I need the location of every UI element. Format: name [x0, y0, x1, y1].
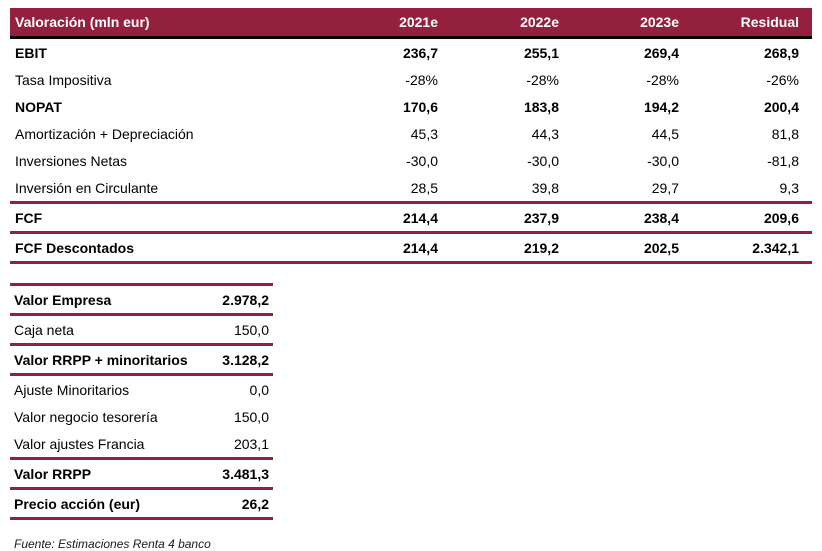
cell-value: 2.342,1 — [692, 231, 812, 264]
cell-value: 9,3 — [779, 179, 799, 196]
cell-value: 183,8 — [523, 98, 559, 115]
row-tasa-impositiva: Tasa Impositiva -28% -28% -28% -26% — [10, 66, 812, 93]
row-label: Ajuste Minoritarios — [14, 381, 130, 398]
cell-value: 200,4 — [763, 98, 799, 115]
row-valor-rrpp: Valor RRPP 3.481,3 — [10, 458, 273, 490]
cell-value: 44,5 — [651, 125, 679, 142]
row-inversion-en-circulante: Inversión en Circulante 28,5 39,8 29,7 9… — [10, 174, 812, 203]
cell-value: 29,7 — [651, 179, 679, 196]
cell-value: -30,0 — [406, 152, 438, 169]
row-fcf-descontados: FCF Descontados 214,4 219,2 202,5 2.342,… — [10, 231, 812, 264]
row-label: FCF Descontados — [10, 231, 330, 264]
dcf-header-col-2021e: 2021e — [330, 8, 451, 39]
cell-value: -28% — [405, 71, 438, 88]
cell-value: 150,0 — [233, 408, 269, 425]
cell-value: 170,6 — [402, 98, 438, 115]
row-valor-empresa: Valor Empresa 2.978,2 — [10, 284, 273, 316]
cell-value: 209,6 — [692, 201, 812, 233]
cell-value: 150,0 — [190, 314, 273, 346]
row-ebit: EBIT 236,7 255,1 269,4 268,9 — [10, 38, 812, 67]
row-valor-negocio-tesoreria: Valor negocio tesorería 150,0 — [10, 403, 273, 430]
row-label: Amortización + Depreciación — [15, 125, 194, 142]
cell-value: -30,0 — [527, 152, 559, 169]
dcf-table: Valoración (mln eur) 2021e 2022e 2023e R… — [10, 8, 812, 264]
cell-value: 238,4 — [572, 201, 692, 233]
cell-value: 237,9 — [451, 201, 572, 233]
cell-value: 203,1 — [190, 430, 273, 460]
row-label: FCF — [10, 201, 330, 233]
cell-value: 236,7 — [402, 44, 438, 61]
row-nopat: NOPAT 170,6 183,8 194,2 200,4 — [10, 93, 812, 120]
dcf-header-col-2022e: 2022e — [451, 8, 572, 39]
row-label: EBIT — [15, 44, 47, 61]
cell-value: 255,1 — [523, 44, 559, 61]
row-label: Valor negocio tesorería — [14, 408, 158, 425]
cell-value: -81,8 — [767, 152, 799, 169]
valuation-table: Valor Empresa 2.978,2 Caja neta 150,0 Va… — [10, 283, 273, 520]
cell-value: -28% — [526, 71, 559, 88]
row-label: Valor RRPP + minoritarios — [10, 344, 190, 376]
cell-value: 2.978,2 — [190, 284, 273, 316]
cell-value: 269,4 — [643, 44, 679, 61]
cell-value: 39,8 — [531, 179, 559, 196]
row-label: Valor RRPP — [10, 458, 190, 490]
dcf-header-row: Valoración (mln eur) 2021e 2022e 2023e R… — [10, 8, 812, 39]
cell-value: 45,3 — [410, 125, 438, 142]
cell-value: 3.481,3 — [190, 458, 273, 490]
cell-value: 214,4 — [330, 201, 451, 233]
cell-value: 194,2 — [643, 98, 679, 115]
source-footnote: Fuente: Estimaciones Renta 4 banco — [14, 537, 211, 551]
cell-value: 268,9 — [763, 44, 799, 61]
cell-value: -30,0 — [647, 152, 679, 169]
cell-value: 81,8 — [771, 125, 799, 142]
cell-value: -28% — [646, 71, 679, 88]
row-valor-rrpp-minoritarios: Valor RRPP + minoritarios 3.128,2 — [10, 344, 273, 376]
row-fcf: FCF 214,4 237,9 238,4 209,6 — [10, 201, 812, 233]
cell-value: 26,2 — [190, 488, 273, 520]
row-amortizacion-depreciacion: Amortización + Depreciación 45,3 44,3 44… — [10, 120, 812, 147]
dcf-header-col-residual: Residual — [692, 8, 812, 39]
cell-value: 44,3 — [531, 125, 559, 142]
row-caja-neta: Caja neta 150,0 — [10, 314, 273, 346]
cell-value: 202,5 — [572, 231, 692, 264]
cell-value: 219,2 — [451, 231, 572, 264]
row-inversiones-netas: Inversiones Netas -30,0 -30,0 -30,0 -81,… — [10, 147, 812, 174]
row-label: Tasa Impositiva — [15, 71, 112, 88]
row-label: Inversión en Circulante — [15, 179, 159, 196]
dcf-header-col-2023e: 2023e — [572, 8, 692, 39]
row-label: Inversiones Netas — [15, 152, 128, 169]
row-label: NOPAT — [15, 98, 62, 115]
row-label: Valor ajustes Francia — [10, 430, 190, 460]
dcf-header-title: Valoración (mln eur) — [10, 8, 330, 39]
cell-value: 0,0 — [249, 381, 269, 398]
row-valor-ajustes-francia: Valor ajustes Francia 203,1 — [10, 430, 273, 460]
cell-value: 28,5 — [410, 179, 438, 196]
cell-value: -26% — [766, 71, 799, 88]
row-label: Valor Empresa — [10, 284, 190, 316]
cell-value: 3.128,2 — [190, 344, 273, 376]
cell-value: 214,4 — [330, 231, 451, 264]
row-precio-accion: Precio acción (eur) 26,2 — [10, 488, 273, 520]
row-label: Caja neta — [10, 314, 190, 346]
row-ajuste-minoritarios: Ajuste Minoritarios 0,0 — [10, 375, 273, 404]
row-label: Precio acción (eur) — [10, 488, 190, 520]
